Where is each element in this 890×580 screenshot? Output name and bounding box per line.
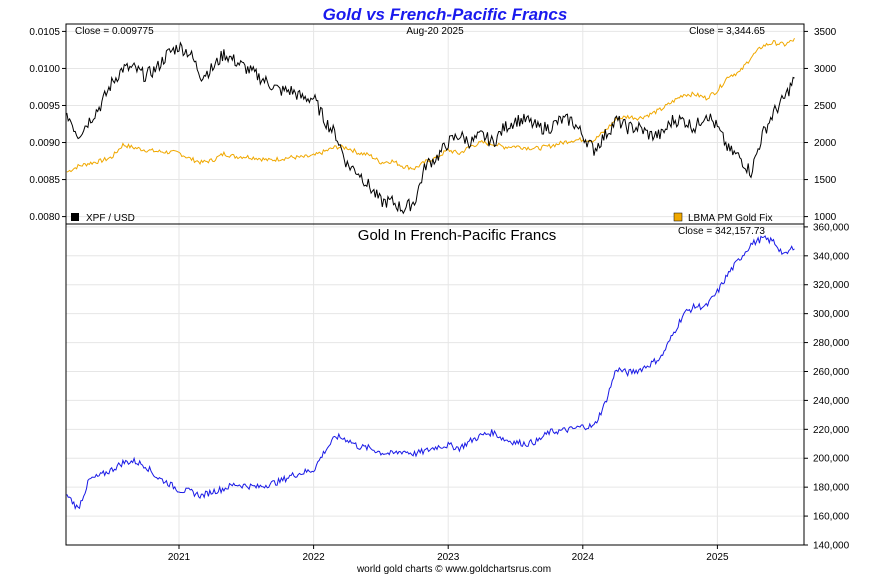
- right-tick-label: 1500: [814, 175, 837, 186]
- gold-xpf-close-label: Close = 342,157.73: [678, 226, 765, 237]
- xpf-close-label: Close = 0.009775: [75, 26, 154, 37]
- footer-credit: world gold charts © www.goldchartsrus.co…: [356, 564, 551, 575]
- x-tick-label: 2023: [437, 552, 460, 563]
- bottom-right-tick-label: 360,000: [813, 222, 850, 233]
- bottom-right-tick-label: 280,000: [813, 338, 850, 349]
- bottom-right-tick-label: 300,000: [813, 309, 850, 320]
- left-tick-label: 0.0105: [29, 27, 60, 38]
- xpf-usd-line: [66, 41, 795, 215]
- gold-usd-line: [66, 37, 795, 173]
- left-tick-label: 0.0085: [29, 175, 60, 186]
- bottom-right-tick-label: 340,000: [813, 251, 850, 262]
- right-tick-label: 2000: [814, 138, 837, 149]
- x-axis: 2021 2022 2023 2024 2025: [168, 545, 729, 563]
- xpf-legend-label: XPF / USD: [86, 213, 135, 224]
- left-tick-label: 0.0100: [29, 64, 60, 75]
- x-tick-label: 2022: [302, 552, 325, 563]
- bottom-right-tick-label: 140,000: [813, 541, 850, 552]
- left-tick-label: 0.0095: [29, 101, 60, 112]
- gold-legend-swatch: [673, 212, 683, 222]
- bottom-panel-title: Gold In French-Pacific Francs: [358, 227, 556, 244]
- x-tick-label: 2024: [572, 552, 595, 563]
- bottom-right-tick-label: 260,000: [813, 367, 850, 378]
- gold-legend-label: LBMA PM Gold Fix: [688, 213, 772, 224]
- gold-xpf-line: [66, 235, 795, 511]
- top-panel-grid: [66, 24, 804, 224]
- x-tick-label: 2021: [168, 552, 191, 563]
- date-label: Aug-20 2025: [406, 26, 464, 37]
- x-tick-label: 2025: [706, 552, 729, 563]
- bottom-right-tick-label: 180,000: [813, 483, 850, 494]
- top-panel-frame: [65, 23, 805, 225]
- right-tick-label: 3000: [814, 64, 837, 75]
- gold-close-label: Close = 3,344.65: [689, 26, 765, 37]
- top-left-axis: 0.0080 0.0085 0.0090 0.0095 0.0100 0.0105: [29, 27, 66, 223]
- bottom-right-tick-label: 240,000: [813, 396, 850, 407]
- right-tick-label: 1000: [814, 212, 837, 223]
- bottom-panel-series: [66, 235, 795, 511]
- bottom-right-tick-label: 160,000: [813, 512, 850, 523]
- top-panel-series: [66, 37, 795, 215]
- left-tick-label: 0.0090: [29, 138, 60, 149]
- left-tick-label: 0.0080: [29, 212, 60, 223]
- bottom-right-axis: 140,000 160,000 180,000 200,000 220,000 240,0…: [804, 222, 850, 552]
- right-tick-label: 2500: [814, 101, 837, 112]
- xpf-legend-swatch: [71, 213, 79, 221]
- right-tick-label: 3500: [814, 27, 837, 38]
- bottom-right-tick-label: 220,000: [813, 425, 850, 436]
- chart-title: Gold vs French-Pacific Francs: [323, 5, 568, 24]
- bottom-right-tick-label: 200,000: [813, 454, 850, 465]
- bottom-panel-frame: [65, 223, 805, 546]
- bottom-panel-grid: [66, 224, 804, 546]
- bottom-right-tick-label: 320,000: [813, 280, 850, 291]
- top-right-axis: 1000 1500 2000 2500 3000 3500: [804, 27, 837, 223]
